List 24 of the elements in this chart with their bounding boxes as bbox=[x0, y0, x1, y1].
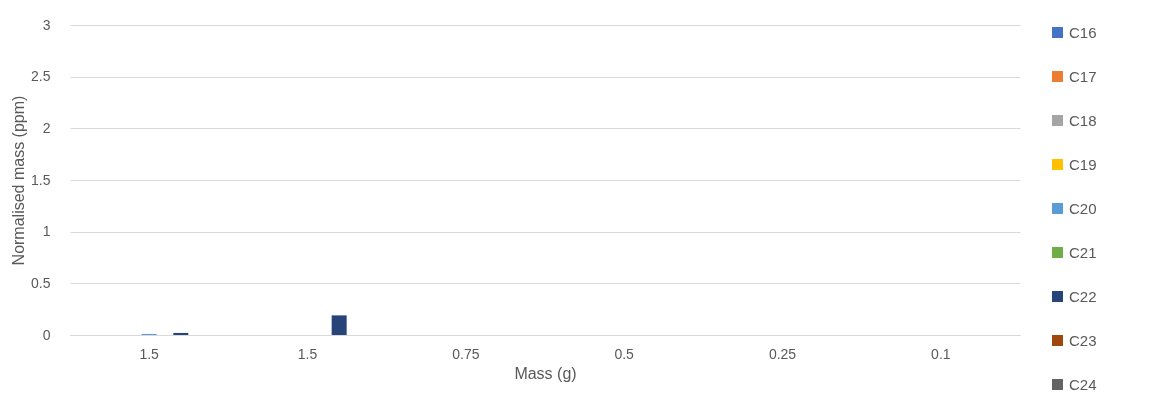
y-tick-label: 0 bbox=[42, 326, 51, 343]
y-tick-label: 1.5 bbox=[31, 171, 51, 188]
y-tick-label: 1 bbox=[42, 223, 51, 240]
y-tick-label: 2 bbox=[42, 119, 51, 136]
y-tick-label: 3 bbox=[42, 16, 51, 33]
legend-label: C18 bbox=[1069, 111, 1097, 129]
legend-label: C17 bbox=[1069, 67, 1097, 85]
x-tick-label: 0.25 bbox=[768, 345, 797, 362]
x-tick-label: 0.75 bbox=[452, 345, 480, 362]
legend-label: C24 bbox=[1069, 375, 1097, 393]
legend-label: C16 bbox=[1069, 23, 1097, 41]
legend-label: C19 bbox=[1069, 155, 1097, 173]
y-tick-label: 2.5 bbox=[31, 68, 51, 85]
x-tick-label: 1.5 bbox=[139, 345, 160, 362]
x-tick-label: 1.5 bbox=[297, 345, 318, 362]
y-axis-title: Normalised mass (ppm) bbox=[10, 95, 28, 266]
legend-label: C20 bbox=[1069, 199, 1097, 217]
x-axis-title: Mass (g) bbox=[514, 364, 577, 382]
x-tick-label: 0.5 bbox=[614, 345, 635, 362]
legend-label: C22 bbox=[1069, 287, 1097, 305]
legend-label: C23 bbox=[1069, 331, 1097, 349]
y-tick-label: 0.5 bbox=[31, 274, 51, 291]
x-tick-label: 0.1 bbox=[931, 345, 951, 362]
legend-label: C21 bbox=[1069, 243, 1097, 261]
